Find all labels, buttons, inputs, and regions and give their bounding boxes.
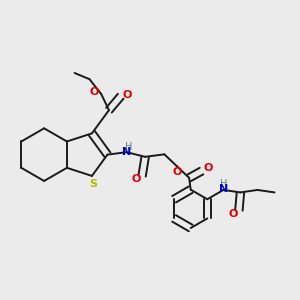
Text: O: O: [173, 167, 182, 177]
Text: O: O: [131, 174, 141, 184]
Text: O: O: [204, 163, 213, 173]
Text: N: N: [122, 146, 131, 157]
Text: N: N: [219, 184, 228, 194]
Text: O: O: [123, 90, 132, 100]
Text: O: O: [90, 87, 99, 97]
Text: H: H: [220, 179, 227, 189]
Text: S: S: [89, 179, 98, 189]
Text: O: O: [228, 209, 237, 219]
Text: H: H: [125, 142, 133, 152]
